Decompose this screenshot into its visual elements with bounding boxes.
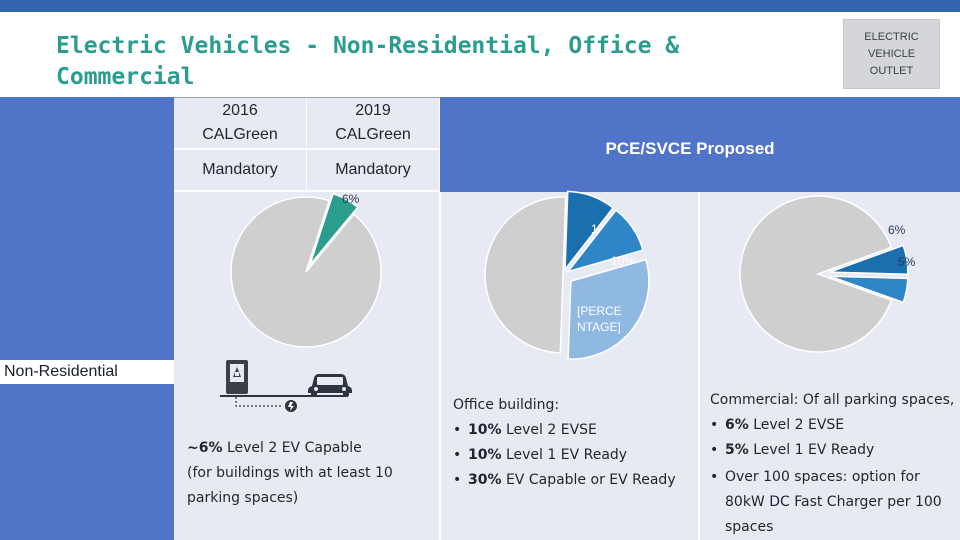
office-bullet-3-percent: 30% [468,472,502,488]
ev-charger-icon [226,360,248,394]
commercial-heading: Commercial: Of all parking spaces, [710,392,955,408]
office-heading: Office building: [453,397,560,413]
commercial-bullet-2-text: Level 1 EV Ready [748,442,875,458]
pie-slice [565,209,644,274]
office-bullet-3: • 30% EV Capable or EV Ready [453,472,676,488]
mandatory-2016: Mandatory [174,150,306,190]
desc-2019-line3: parking spaces) [187,490,299,506]
pie-slice [230,196,382,348]
cable-dashed [235,397,282,407]
proposed-header-label: PCE/SVCE Proposed [605,139,775,158]
plug-icon [285,400,297,412]
pie-chart-commercial: 6% 5% [739,195,916,353]
pie-slice-label: 6% [342,192,360,206]
ground-line [220,395,348,397]
header-2016-calgreen: 2016 CALGreen [174,98,306,148]
page-title: Electric Vehicles - Non-Residential, Off… [56,33,680,90]
pie-slice [484,196,567,354]
pie-slice-label: 6% [888,223,906,237]
pie-slice-label: 5% [898,255,916,269]
car-icon [308,374,352,396]
commercial-description: Commercial: Of all parking spaces, • 6% L… [710,388,960,540]
commercial-bullet-1: • 6% Level 2 EVSE [710,417,845,433]
pie-slice [829,275,909,304]
desc-2019-text: Level 2 EV Capable [222,440,362,456]
ev-charging-graphic [220,360,352,412]
left-column-panel [0,97,174,360]
commercial-option-line1: Over 100 spaces: option for [725,469,920,485]
proposed-header-panel [440,97,960,192]
pie-slice [567,258,650,360]
commercial-bullet-2: • 5% Level 1 EV Ready [710,442,875,458]
pie-slice [309,192,359,266]
office-bullet-1-percent: 10% [468,422,502,438]
commercial-bullet-1-text: Level 2 EVSE [748,417,845,433]
office-bullet-1: • 10% Level 2 EVSE [453,422,597,438]
commercial-bullet-2-percent: 5% [725,442,749,458]
desc-2019-percent: ~6% [187,440,223,456]
commercial-option-line2: 80kW DC Fast Charger per 100 [725,494,942,510]
electric-vehicle-outlet-image: ELECTRIC VEHICLE OUTLET [843,19,940,89]
commercial-bullet-3: • Over 100 spaces: option for [710,465,960,490]
office-bullet-2-percent: 10% [468,447,502,463]
desc-2019-line2: (for buildings with at least 10 [187,465,393,481]
pie-slice-label: [PERCE [577,304,622,318]
commercial-bullet-1-percent: 6% [725,417,749,433]
pie-chart-2019: 6% [230,192,382,348]
top-accent-bar [0,0,960,12]
desc-2019-line1: ~6% Level 2 EV Capable [187,436,427,461]
pie-slice [739,195,893,353]
office-bullet-2-text: Level 1 EV Ready [501,447,628,463]
row-label-non-residential: Non-Residential [0,360,162,384]
office-bullet-1-text: Level 2 EVSE [501,422,597,438]
office-description: Office building: • 10% Level 2 EVSE • 10% … [453,393,693,493]
left-column-lower-panel [0,384,174,540]
header-2019-calgreen: 2019 CALGreen [307,98,439,148]
pie-slice [829,244,909,276]
pie-slice-label: NTAGE] [577,320,621,334]
office-bullet-2: • 10% Level 1 EV Ready [453,447,628,463]
outlet-image-caption: ELECTRIC VEHICLE OUTLET [864,30,919,77]
commercial-option-line3: spaces [725,519,774,535]
office-bullet-3-text: EV Capable or EV Ready [501,472,676,488]
pie-slice [564,190,615,272]
col-2019-description: ~6% Level 2 EV Capable (for buildings wi… [187,436,427,511]
mandatory-2019: Mandatory [307,150,439,190]
